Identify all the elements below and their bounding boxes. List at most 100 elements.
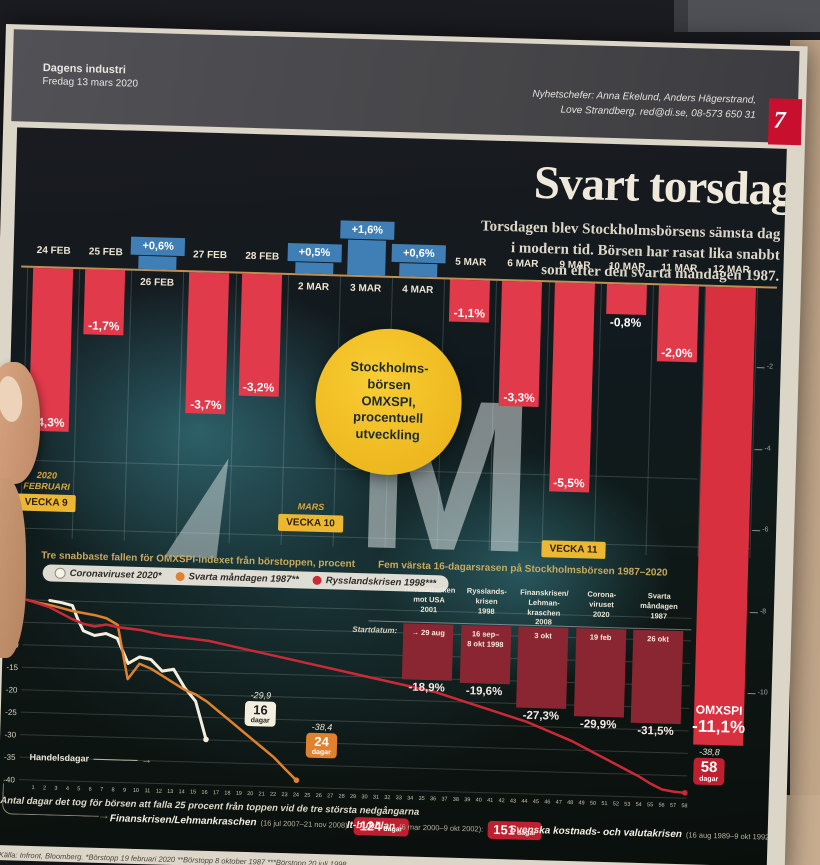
x-tick-label: 20: [247, 791, 253, 797]
table-column-header: Rysslands-krisen 1998: [455, 586, 518, 617]
x-tick-label: 38: [453, 797, 459, 803]
bar-value-label: -3,3%: [503, 390, 536, 405]
legend-label: Svarta måndagen 1987**: [188, 571, 299, 586]
bar-date-label: 6 MAR: [507, 258, 539, 270]
center-label-line: Stockholms-: [350, 358, 429, 376]
bar-date-label: 12 MAR: [712, 263, 750, 276]
x-tick-label: 36: [430, 796, 436, 802]
x-tick-label: 39: [464, 797, 470, 803]
days-badge-corona: 16 dagar: [244, 700, 277, 727]
bar-value-label: -2,0%: [661, 345, 693, 361]
bar-date-label: 11 MAR: [661, 262, 698, 275]
annotation-1998: -38,8 58 dagar: [693, 746, 725, 786]
y-tick-label: -15: [6, 663, 18, 672]
end-value-label: -38,8: [699, 746, 720, 758]
x-tick-label: 14: [179, 789, 185, 795]
index-name-label: OMXSPI: [695, 702, 743, 718]
days-unit: dagar: [699, 775, 719, 783]
bar-negative: -0,8%: [605, 283, 647, 330]
bar-value-label: -0,8%: [609, 314, 642, 330]
annotation-corona: -29,9 16 dagar: [244, 690, 277, 727]
days-number: 16: [253, 702, 268, 718]
bar-positive: [399, 263, 438, 278]
month-label: FEBRUARI: [23, 480, 70, 492]
x-tick-label: 40: [476, 797, 482, 803]
bar-value-label: -5,5%: [553, 475, 585, 491]
table-column-header: Corona-viruset 2020: [570, 589, 633, 620]
x-tick-label: 45: [533, 799, 539, 805]
bar-value-label: -11,1%: [691, 716, 746, 737]
x-tick-label: 6: [89, 787, 92, 793]
x-tick-label: 42: [498, 798, 504, 804]
start-date: 16 sep– 8 okt 1998: [467, 629, 504, 649]
series-line: [25, 598, 298, 782]
arrow-line: [93, 758, 138, 761]
legend-item-1998: Rysslandskrisen 1998***: [312, 575, 437, 590]
x-tick-label: 32: [384, 795, 390, 801]
masthead: Dagens industri Fredag 13 mars 2020 Nyhe…: [11, 29, 803, 146]
axis-tick: [752, 530, 761, 532]
grid-line: [20, 711, 689, 732]
x-tick-label: 9: [123, 788, 126, 794]
axis-tick: [756, 367, 765, 369]
axis-tick: [747, 692, 756, 695]
crisis-period: (16 jul 2007–21 nov 2008):: [260, 818, 350, 831]
x-tick-label: 34: [407, 796, 413, 802]
table-value-label: -27,3%: [522, 709, 560, 723]
x-tick-label: 52: [613, 801, 619, 807]
x-tick-label: 28: [338, 794, 344, 800]
legend-label: Rysslandskrisen 1998***: [325, 575, 437, 590]
bar-date-label: 25 FEB: [88, 246, 123, 259]
axis-tick: [749, 611, 758, 614]
bar-date-label: 10 MAR: [608, 260, 646, 273]
axis-tick-label: -2: [766, 363, 774, 371]
right-arrow-icon: →: [97, 807, 111, 823]
x-tick-label: 41: [487, 798, 493, 804]
x-tick-label: 2: [43, 785, 46, 791]
start-date: 3 okt: [534, 630, 553, 641]
x-tick-label: 17: [213, 790, 219, 796]
x-tick-label: 43: [510, 798, 516, 804]
header-line: Finanskrisen/: [520, 587, 569, 598]
grid-line: [23, 599, 692, 619]
days-badge-1998: 58 dagar: [693, 757, 725, 786]
red-dot-icon: [312, 575, 322, 586]
x-tick-label: 30: [361, 794, 367, 800]
week-marker-11: VECKA 11: [541, 538, 606, 559]
center-label-line: procentuell: [352, 409, 424, 427]
x-tick-label: 55: [647, 802, 653, 808]
page-subtitle: Torsdagen blev Stockholmsbörsens sämsta …: [480, 216, 787, 288]
table-bar: → 29 aug: [401, 623, 454, 681]
y-tick-label: -40: [3, 775, 15, 784]
white-dot-icon: [54, 567, 66, 579]
table-value-label: -31,5%: [637, 724, 674, 738]
x-tick-label: 27: [327, 793, 333, 799]
paper-name: Dagens industri: [42, 62, 127, 77]
crisis-name: Svenska kostnads- och valutakrisen: [509, 824, 683, 841]
x-tick-label: 47: [556, 800, 562, 806]
x-tick-label: 54: [636, 802, 642, 808]
bar-negative: -1,1%: [449, 279, 491, 323]
bar-value-label: -1,1%: [453, 305, 486, 321]
drawdown-line-chart: 0-5-10-15-20-25-30-35-401234567891011121…: [3, 595, 692, 809]
bar-negative: -3,2%: [238, 273, 282, 397]
axis-tick-label: -6: [762, 526, 769, 534]
start-date: 26 okt: [647, 634, 670, 644]
x-tick-label: 4: [66, 786, 69, 792]
bar-date-label: 28 FEB: [245, 250, 280, 263]
x-tick-label: 16: [201, 790, 207, 796]
infographic-panel: M Svart torsdag Torsdagen blev Stockholm…: [0, 127, 787, 865]
grid-line: [20, 734, 688, 754]
y-tick-label: -35: [4, 753, 16, 762]
bar-value-label: +0,5%: [287, 242, 342, 263]
days-badge-1987: 24 dagar: [305, 732, 338, 759]
masthead-contact: Nyhetschefer: Anna Ekelund, Anders Häger…: [532, 88, 757, 123]
bar-negative: -3,3%: [498, 280, 543, 408]
y-tick-label: -20: [6, 685, 18, 694]
legend-item-1987: Svarta måndagen 1987**: [175, 571, 299, 585]
days-number: 24: [314, 733, 330, 750]
legend-label: Coronaviruset 2020*: [69, 567, 162, 582]
x-tick-label: 23: [281, 792, 287, 798]
table-value-label: -29,9%: [579, 718, 617, 732]
